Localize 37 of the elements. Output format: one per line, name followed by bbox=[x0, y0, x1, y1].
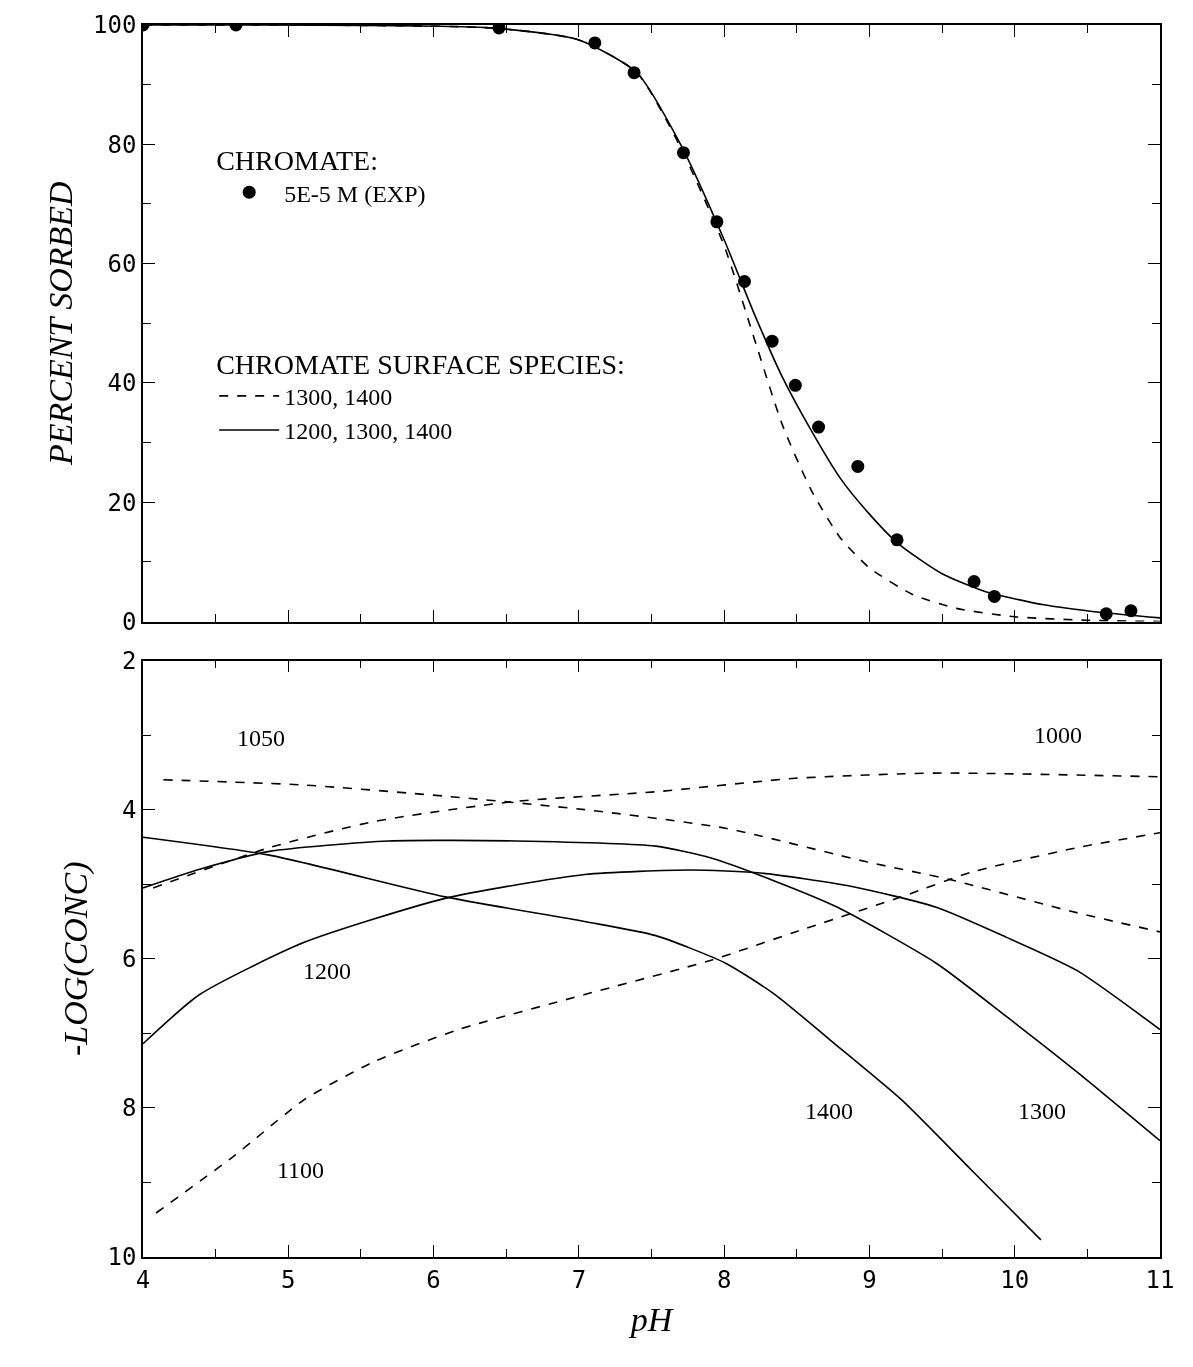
y-tick-label: 10 bbox=[107, 1243, 137, 1272]
y-tick-label: 20 bbox=[107, 488, 137, 517]
y-tick-label: 60 bbox=[107, 250, 137, 278]
text: CHROMATE SURFACE SPECIES: bbox=[216, 348, 625, 380]
legend-label: 1300, 1400 bbox=[284, 384, 393, 411]
x-tick-label: 7 bbox=[571, 1265, 587, 1294]
annotation: 1200 bbox=[303, 958, 351, 984]
x-tick-label: 9 bbox=[862, 1265, 877, 1294]
annotation: 1050 bbox=[237, 725, 285, 751]
y-tick-label: 6 bbox=[122, 945, 137, 974]
annotation: 1100 bbox=[277, 1157, 325, 1183]
y-axis-title: -LOG(CONC) bbox=[56, 861, 95, 1057]
x-tick-label: 8 bbox=[716, 1265, 732, 1294]
y-tick-label: 0 bbox=[122, 607, 137, 636]
point bbox=[788, 378, 802, 392]
point bbox=[812, 420, 826, 434]
x-tick-label: 11 bbox=[1145, 1265, 1175, 1294]
y-axis-title: PERCENT SORBED bbox=[42, 180, 80, 467]
point bbox=[765, 334, 779, 348]
legend-label: 1200, 1300, 1400 bbox=[284, 418, 453, 445]
x-tick-label: 10 bbox=[1000, 1265, 1030, 1294]
y-tick-label: 80 bbox=[107, 130, 137, 159]
point bbox=[851, 459, 865, 473]
legend-label: 5E-5 M (EXP) bbox=[284, 180, 426, 207]
y-tick-label: 40 bbox=[107, 369, 137, 398]
x-tick-label: 6 bbox=[426, 1265, 441, 1294]
x-tick-label: 5 bbox=[281, 1265, 296, 1294]
y-tick-label: 4 bbox=[122, 796, 137, 825]
annotation: 1000 bbox=[1034, 722, 1082, 748]
annotation: 1400 bbox=[805, 1098, 853, 1124]
y-tick-label: 8 bbox=[122, 1094, 137, 1123]
text: CHROMATE: bbox=[216, 145, 378, 177]
y-tick-label: 2 bbox=[122, 646, 137, 675]
x-axis-title: pH bbox=[628, 1301, 675, 1339]
point bbox=[967, 575, 981, 589]
annotation: 1300 bbox=[1018, 1098, 1066, 1124]
y-tick-label: 100 bbox=[93, 11, 137, 40]
